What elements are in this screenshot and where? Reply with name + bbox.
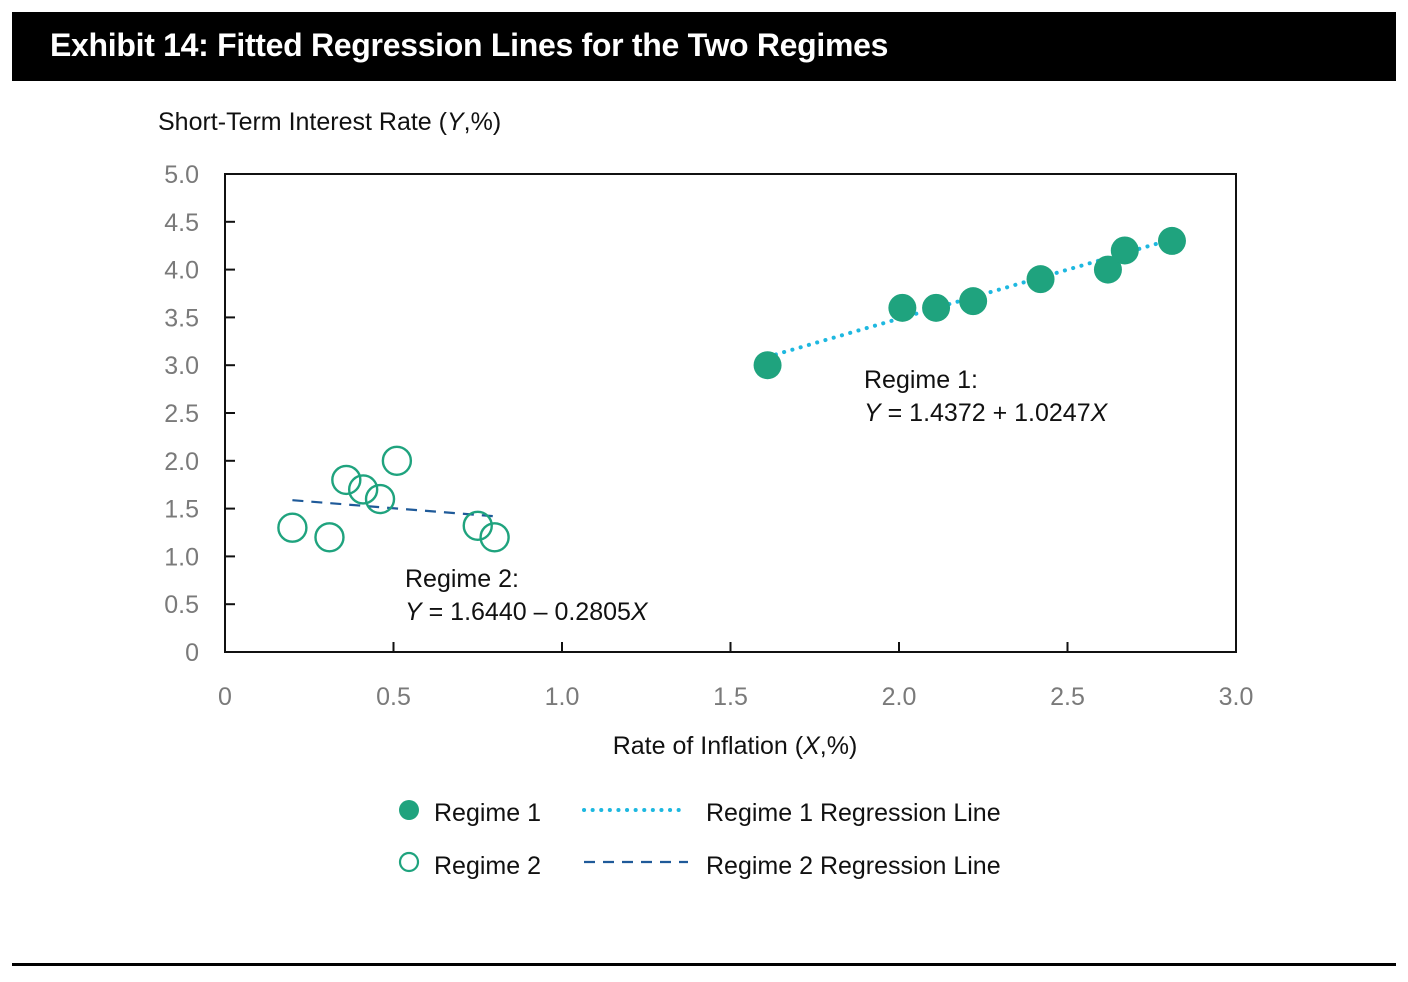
- regime-1-point: [1093, 255, 1122, 284]
- y-tick-label: 4.0: [164, 257, 199, 285]
- y-tick-label: 0.5: [164, 591, 199, 619]
- x-tick-label: 1.5: [713, 683, 748, 711]
- x-tick-label: 0.5: [376, 683, 411, 711]
- y-tick-label: 3.0: [164, 352, 199, 380]
- regime-2-point: [381, 445, 413, 476]
- legend-regime-1-line-label: Regime 1 Regression Line: [706, 799, 1001, 827]
- y-tick-label: 2.5: [164, 400, 199, 428]
- legend-regime-2-marker: [398, 851, 420, 873]
- y-tick-label: 2.0: [164, 448, 199, 476]
- regime-2-regression-line: [292, 499, 495, 518]
- regime-2-point: [314, 522, 345, 553]
- regime-1-point: [959, 287, 988, 316]
- regime-2-annotation-equation: Y = 1.6440 – 0.2805X: [405, 598, 649, 626]
- regime-1-annotation: Regime 1: Y = 1.4372 + 1.0247X: [864, 366, 1109, 427]
- title-bar: Exhibit 14: Fitted Regression Lines for …: [12, 12, 1396, 81]
- x-tick-label: 3.0: [1219, 683, 1254, 711]
- legend: Regime 1 Regime 1 Regression Line Regime…: [398, 799, 1001, 880]
- legend-regime-2-line-label: Regime 2 Regression Line: [706, 852, 1001, 880]
- regime-2-point: [277, 512, 308, 543]
- y-tick-label: 3.5: [164, 304, 199, 332]
- x-tick-label: 0: [218, 683, 232, 711]
- regime-2-point: [462, 510, 493, 542]
- data-points: [277, 226, 1186, 553]
- y-tick-label: 0: [185, 639, 199, 667]
- x-tick-label: 2.0: [882, 683, 917, 711]
- regime-2-annotation: Regime 2: Y = 1.6440 – 0.2805X: [405, 565, 649, 626]
- x-tick-label: 1.0: [545, 683, 580, 711]
- regime-1-annotation-equation: Y = 1.4372 + 1.0247X: [864, 399, 1109, 427]
- regime-1-annotation-label: Regime 1:: [864, 366, 978, 394]
- x-axis-ticks: 0 0.5 1.0 1.5 2.0 2.5 3.0: [218, 642, 1253, 711]
- y-tick-label: 1.0: [164, 543, 199, 571]
- y-axis-ticks: 0 0.5 1.0 1.5 2.0 2.5 3.0 3.5 4.0 4.5 5.0: [164, 161, 235, 667]
- legend-regime-1-marker: [399, 800, 419, 820]
- regime-2-annotation-label: Regime 2:: [405, 565, 519, 593]
- regime-1-point: [1110, 236, 1139, 265]
- regime-1-point: [922, 293, 951, 322]
- x-tick-label: 2.5: [1050, 683, 1085, 711]
- regime-1-point: [1026, 265, 1055, 294]
- y-tick-label: 1.5: [164, 496, 199, 524]
- y-tick-label: 4.5: [164, 209, 199, 237]
- regime-2-point: [364, 483, 396, 515]
- regime-2-point: [347, 474, 379, 505]
- y-axis-title: Short-Term Interest Rate (Y,%): [158, 108, 501, 136]
- regime-1-point: [753, 351, 782, 380]
- chart-title: Exhibit 14: Fitted Regression Lines for …: [50, 27, 889, 63]
- legend-regime-1-label: Regime 1: [434, 799, 541, 827]
- legend-regime-2-label: Regime 2: [434, 852, 541, 880]
- regime-1-point: [1157, 226, 1186, 255]
- regime-2-point: [331, 464, 362, 496]
- y-tick-label: 5.0: [164, 161, 199, 189]
- x-axis-title: Rate of Inflation (X,%): [613, 732, 858, 760]
- regime-2-point: [479, 522, 510, 553]
- regime-1-point: [888, 293, 917, 322]
- bottom-rule: [12, 963, 1396, 966]
